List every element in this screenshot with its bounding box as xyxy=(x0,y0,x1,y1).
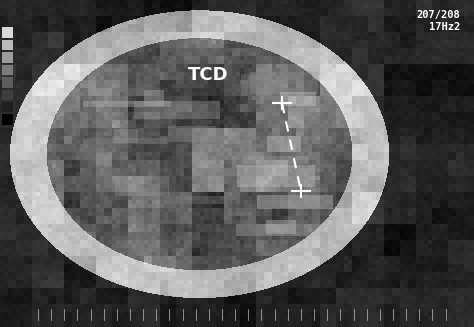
Text: TCD: TCD xyxy=(188,66,229,84)
Bar xyxy=(2,77,13,88)
Bar xyxy=(2,40,13,50)
Bar xyxy=(2,90,13,100)
Bar xyxy=(2,27,13,38)
Bar xyxy=(2,114,13,125)
Bar xyxy=(2,102,13,112)
Bar xyxy=(2,65,13,75)
Text: 207/208
17Hz2: 207/208 17Hz2 xyxy=(416,10,460,32)
Bar xyxy=(2,52,13,63)
